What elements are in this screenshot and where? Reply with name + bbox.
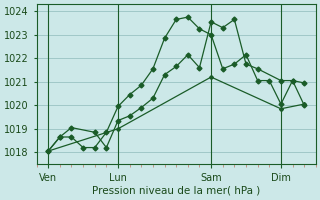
X-axis label: Pression niveau de la mer( hPa ): Pression niveau de la mer( hPa )	[92, 186, 260, 196]
